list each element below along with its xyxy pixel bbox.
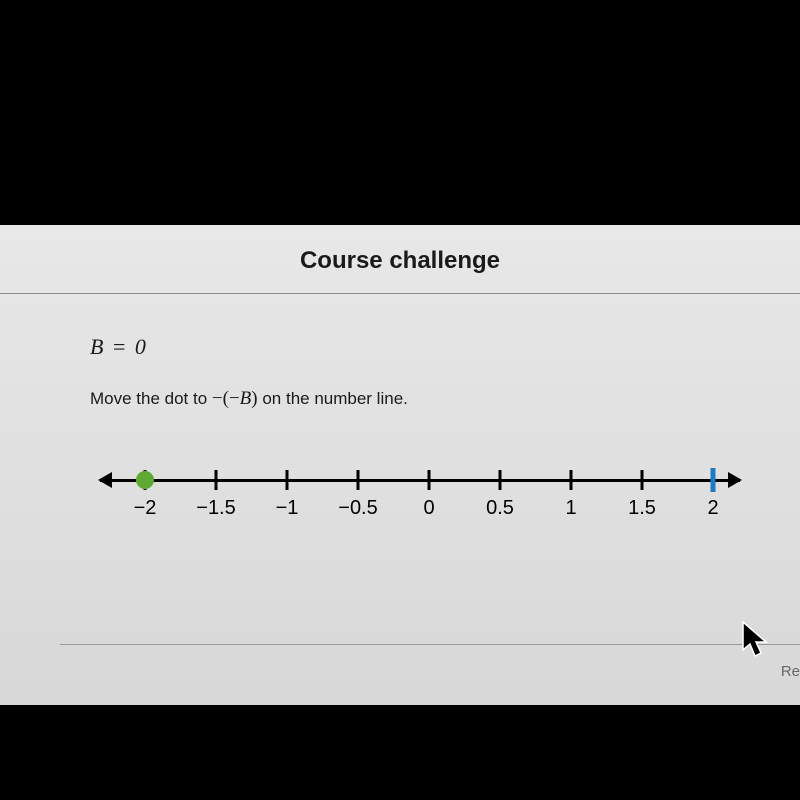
axis-tick-label: −2: [134, 497, 157, 520]
variable-value: 0: [135, 334, 146, 359]
target-expression: −(−B): [212, 388, 258, 409]
axis-tick-label: −1: [276, 497, 299, 520]
axis-tick-label: 0.5: [486, 497, 514, 520]
draggable-dot[interactable]: [136, 471, 154, 489]
axis-tick: [499, 470, 502, 490]
axis-tick-label: 0: [423, 497, 434, 520]
axis-tick-label: −1.5: [196, 497, 235, 520]
axis-tick: [570, 470, 573, 490]
given-equation: B = 0: [90, 334, 740, 360]
axis-tick-label: 1: [565, 497, 576, 520]
axis-arrow-right-icon: [728, 472, 742, 488]
instruction-prefix: Move the dot to: [90, 389, 212, 408]
instruction-text: Move the dot to −(−B) on the number line…: [90, 388, 740, 410]
exercise-screen: Course challenge B = 0 Move the dot to −…: [0, 225, 800, 705]
axis-tick: [357, 470, 360, 490]
axis-tick: [286, 470, 289, 490]
equals-sign: =: [103, 334, 134, 359]
number-line[interactable]: −2 −1.5 −1 −0.5 0 0.5 1 1.5 2: [100, 465, 740, 545]
variable-name: B: [90, 334, 103, 359]
axis-tick: [641, 470, 644, 490]
axis-tick-label: 1.5: [628, 497, 656, 520]
axis-line: [100, 479, 740, 482]
problem-content: B = 0 Move the dot to −(−B) on the numbe…: [0, 294, 800, 545]
instruction-suffix: on the number line.: [258, 389, 408, 408]
page-title: Course challenge: [0, 225, 800, 293]
axis-tick-label: 2: [707, 497, 718, 520]
target-marker: [711, 468, 716, 492]
axis-tick-label: −0.5: [338, 497, 377, 520]
axis-tick: [428, 470, 431, 490]
partial-button-text[interactable]: Re: [781, 663, 800, 680]
footer-divider: [60, 644, 800, 645]
axis-tick: [215, 470, 218, 490]
